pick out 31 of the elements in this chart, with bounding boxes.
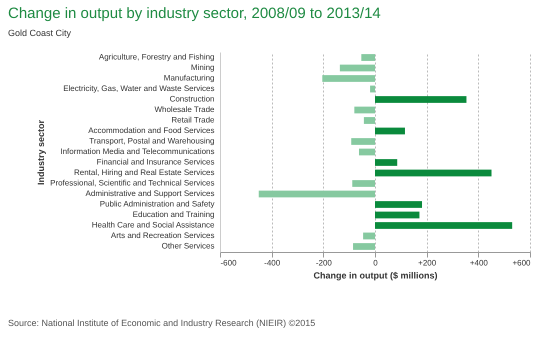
y-tick-label: Other Services [162,241,214,250]
x-tick-label: +200 [418,258,437,268]
chart-title: Change in output by industry sector, 2008/09 to 2013/14 [8,5,381,22]
y-tick-label: Retail Trade [171,116,216,125]
y-tick-label: Arts and Recreation Services [110,230,214,240]
y-tick-label: Information Media and Telecommunications [60,147,214,156]
x-tick-label: +400 [470,258,488,268]
y-tick-label: Agriculture, Forestry and Fishing [98,52,214,62]
text: Gold Coast City [8,28,72,38]
x-tick-label: -200 [316,258,332,268]
x-tick-label: -400 [264,258,281,268]
x-tick-label: -600 [220,258,238,268]
source-note: Source: National Institute of Economic and Industry Research (NIEIR) ©2015 [8,318,316,328]
y-tick-label: Rental, Hiring and Real Estate Services [74,168,214,177]
y-tick-label: Financial and Insurance Services [96,158,214,166]
x-tick-label: 0 [373,258,378,268]
y-tick-label: Manufacturing [164,74,214,83]
y-tick-label: Accommodation and Food Services [88,126,214,136]
y-tick-label: Electricity, Gas, Water and Waste Services [63,84,214,94]
y-tick-label: Administrative and Support Services [86,188,214,198]
x-tick-label: +600 [512,258,532,268]
y-tick-label: Education and Training [132,210,214,219]
y-tick-label: Construction [170,94,214,104]
y-tick-label: Public Administration and Safety [100,199,214,208]
y-tick-label: Mining [190,63,214,72]
y-axis-title: Industry sector [36,120,46,186]
y-tick-label: Wholesale Trade [154,105,216,114]
y-tick-label: Health Care and Social Assistance [92,220,216,230]
x-axis-title: Change in output ($ millions) [314,270,438,280]
y-tick-label: Professional, Scientific and Technical Services [50,178,214,188]
y-tick-label: Transport, Postal and Warehousing [89,136,214,146]
